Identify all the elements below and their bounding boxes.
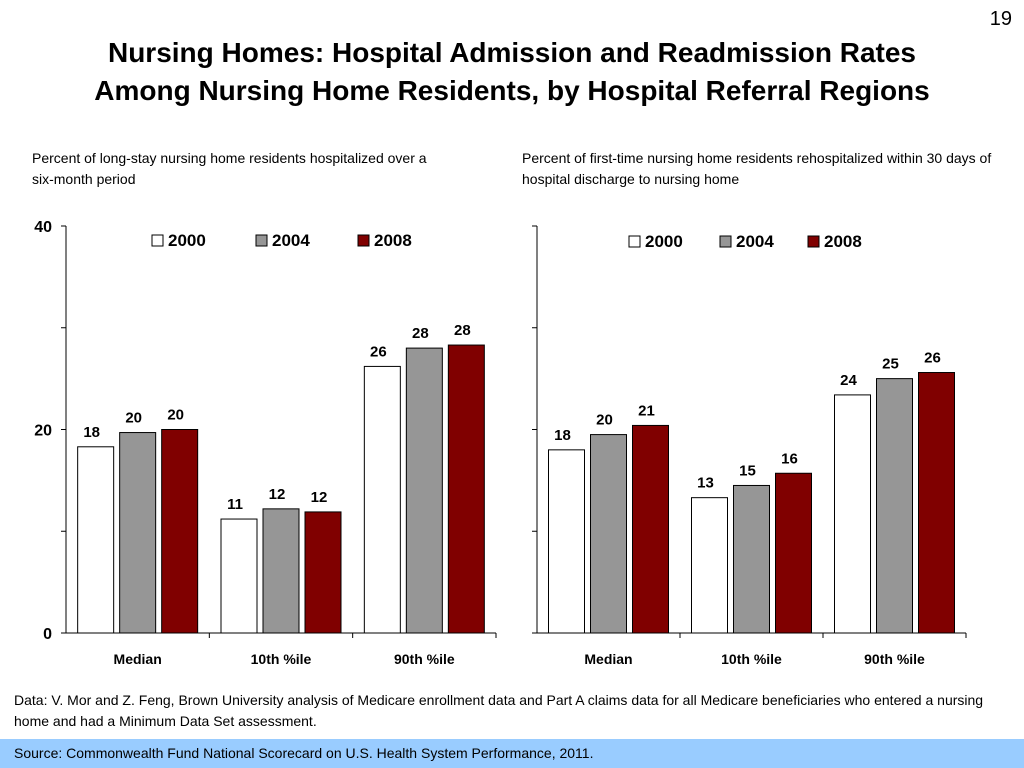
- chart2-data-label: 13: [697, 475, 714, 492]
- chart2-legend-swatch-2004: [719, 235, 732, 248]
- chart1-category-label: 90th %ile: [394, 651, 455, 667]
- chart2-legend-label: 2000: [645, 232, 683, 251]
- chart2-data-label: 21: [638, 402, 655, 419]
- chart2-data-label: 15: [739, 462, 756, 479]
- chart1-bar-2008: [161, 429, 199, 634]
- chart1-data-label: 26: [370, 343, 387, 360]
- chart1-bar-2000: [363, 365, 401, 634]
- title-line-2: Among Nursing Home Residents, by Hospita…: [94, 75, 930, 106]
- chart1-bar-2008: [304, 511, 342, 634]
- chart2-data-label: 16: [781, 450, 798, 467]
- source-bar: Source: Commonwealth Fund National Score…: [0, 739, 1024, 768]
- chart2-bar-2008: [918, 372, 955, 634]
- title-line-1: Nursing Homes: Hospital Admission and Re…: [107, 37, 916, 68]
- chart2-bar-2000: [834, 394, 871, 634]
- chart2-bar-2004: [733, 484, 770, 634]
- chart1-bar-2004: [119, 432, 157, 634]
- chart1-data-label: 12: [269, 486, 286, 503]
- chart1-category-label: Median: [114, 651, 162, 667]
- chart2-data-label: 20: [596, 412, 613, 429]
- chart1-legend-label: 2000: [168, 231, 206, 250]
- left-chart-subtitle: Percent of long-stay nursing home reside…: [32, 150, 427, 187]
- page-number: 19: [989, 8, 1012, 30]
- chart2-data-label: 25: [882, 356, 899, 373]
- right-chart-subtitle: Percent of first-time nursing home resid…: [522, 150, 992, 187]
- chart2-bar-2008: [775, 472, 812, 634]
- chart2-data-label: 24: [840, 372, 857, 389]
- chart2-bar-2004: [876, 378, 913, 634]
- chart2-bar-2004: [590, 434, 627, 634]
- chart2-legend-label: 2004: [736, 232, 774, 251]
- chart1-bar-2004: [262, 508, 300, 634]
- chart1-legend-swatch-2008: [357, 234, 370, 247]
- chart2-legend-swatch-2000: [628, 235, 641, 248]
- chart1-data-label: 20: [125, 410, 142, 427]
- chart1-legend-label: 2008: [374, 231, 412, 250]
- chart2-category-label: Median: [584, 651, 632, 667]
- chart1-y-tick-label: 20: [34, 423, 52, 440]
- slide-title: Nursing Homes: Hospital Admission and Re…: [0, 34, 1024, 110]
- source-text: Source: Commonwealth Fund National Score…: [14, 745, 594, 761]
- chart1-data-label: 28: [454, 322, 471, 339]
- chart1-y-tick-label: 0: [43, 626, 52, 643]
- chart1-data-label: 28: [412, 325, 429, 342]
- chart2-bar-2008: [632, 424, 669, 634]
- chart2-category-label: 10th %ile: [721, 651, 782, 667]
- data-note: Data: V. Mor and Z. Feng, Brown Universi…: [14, 692, 984, 729]
- chart2-data-label: 18: [554, 427, 571, 444]
- chart1-data-label: 20: [167, 407, 184, 424]
- chart1-bar-2000: [77, 446, 115, 634]
- chart1-legend-swatch-2004: [255, 234, 268, 247]
- chart2-bar-2000: [548, 449, 585, 634]
- chart1-data-label: 18: [83, 424, 100, 441]
- chart1-legend-label: 2004: [272, 231, 310, 250]
- chart2-data-label: 26: [924, 350, 941, 367]
- chart2-legend-label: 2008: [824, 232, 862, 251]
- chart1-bar-2000: [220, 518, 258, 634]
- chart2-legend-swatch-2008: [807, 235, 820, 248]
- chart1-data-label: 12: [311, 489, 328, 506]
- chart1-bar-2008: [447, 344, 485, 634]
- chart1-y-tick-label: 40: [34, 219, 52, 236]
- chart2-category-label: 90th %ile: [864, 651, 925, 667]
- chart1-category-label: 10th %ile: [251, 651, 312, 667]
- chart1-legend-swatch-2000: [151, 234, 164, 247]
- chart1-data-label: 11: [227, 496, 243, 513]
- chart1-bar-2004: [405, 347, 443, 634]
- chart2-bar-2000: [691, 497, 728, 634]
